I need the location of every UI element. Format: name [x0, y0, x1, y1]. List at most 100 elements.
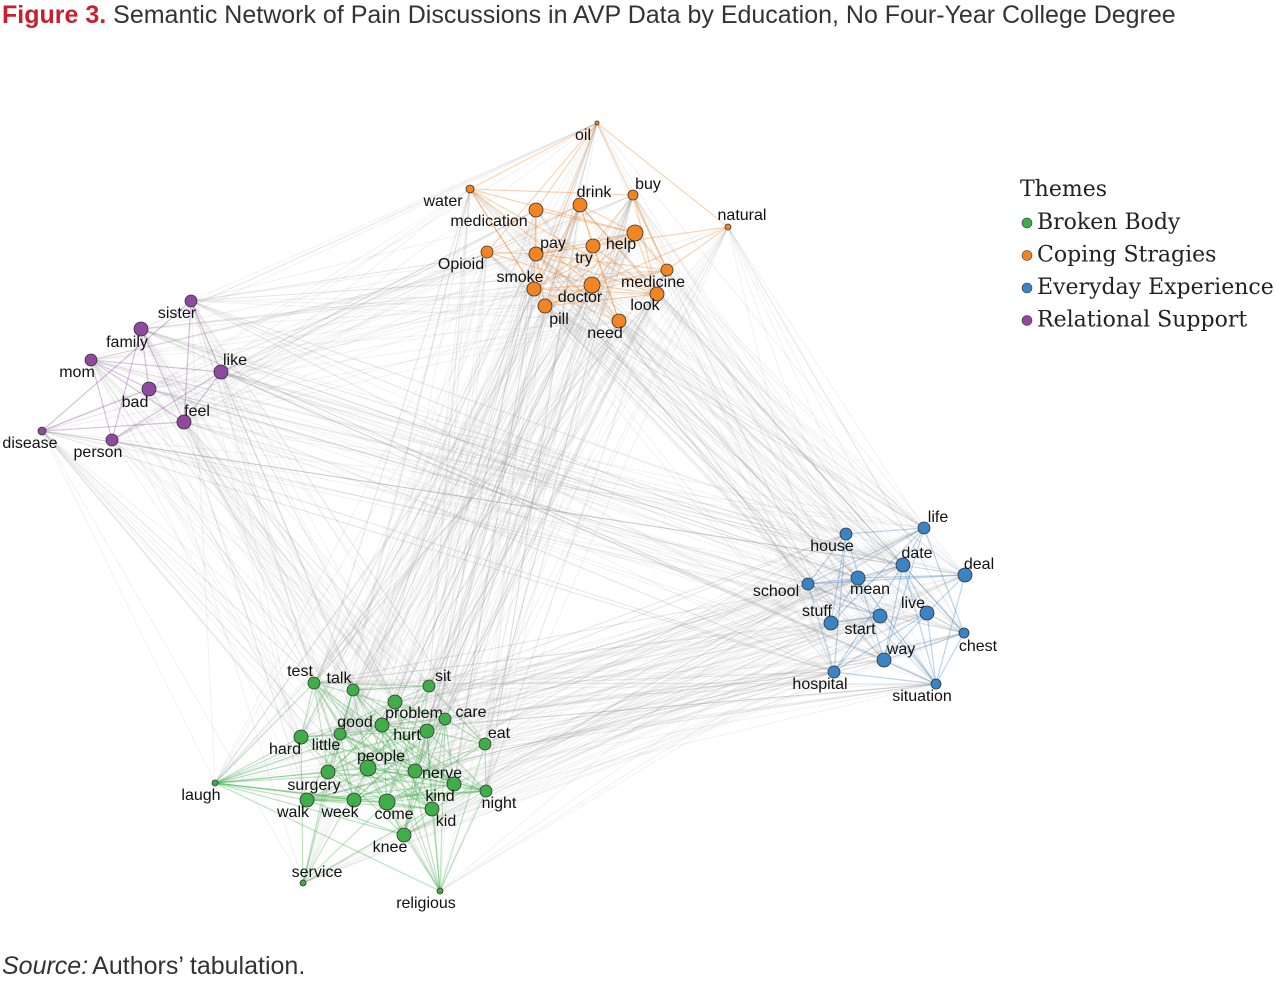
edge	[190, 300, 308, 801]
edge	[618, 320, 904, 566]
edge	[857, 564, 904, 579]
edge	[90, 359, 354, 691]
edge	[148, 388, 966, 576]
edge	[431, 808, 441, 892]
edge	[381, 724, 388, 803]
edge	[403, 718, 446, 836]
edge	[386, 622, 832, 803]
edge	[111, 251, 488, 441]
edge	[313, 682, 433, 810]
edge	[190, 300, 620, 322]
node	[895, 557, 911, 573]
edge	[148, 388, 809, 585]
node-label: natural	[718, 207, 767, 224]
edge	[220, 371, 315, 684]
node	[572, 197, 588, 213]
edge	[306, 251, 488, 801]
node	[374, 717, 390, 733]
edge	[148, 388, 428, 732]
legend-dot	[1021, 282, 1033, 294]
edge	[935, 632, 965, 685]
edge	[140, 328, 885, 661]
edge	[535, 253, 809, 585]
node-label: smoke	[496, 269, 543, 286]
edge	[544, 305, 904, 566]
edge	[327, 730, 428, 773]
edge	[883, 659, 937, 685]
edge	[544, 305, 937, 685]
edge	[313, 232, 636, 684]
edge	[544, 305, 925, 529]
node	[419, 723, 435, 739]
edge	[381, 574, 966, 726]
edge	[183, 293, 658, 423]
edge	[381, 583, 809, 726]
edge	[140, 328, 904, 566]
edge	[214, 782, 441, 892]
edge	[591, 284, 925, 529]
edge	[656, 293, 928, 614]
edge	[183, 288, 535, 423]
edge	[220, 371, 859, 579]
edge	[313, 253, 537, 684]
edge	[190, 300, 966, 576]
edge	[535, 232, 636, 255]
edge	[381, 320, 620, 726]
edge	[90, 359, 904, 566]
edge	[140, 122, 598, 330]
edge	[469, 188, 593, 286]
edge	[386, 801, 441, 892]
edge	[444, 564, 904, 720]
node	[299, 879, 307, 887]
edge	[302, 689, 354, 884]
edge	[902, 564, 965, 634]
edge	[883, 527, 925, 661]
edge	[444, 226, 729, 720]
edge	[428, 269, 668, 687]
edge	[414, 533, 847, 772]
edge	[111, 439, 446, 720]
node	[446, 776, 462, 792]
edge	[533, 204, 581, 290]
edge	[339, 194, 634, 735]
edge	[381, 724, 433, 810]
edge	[302, 284, 593, 884]
edge	[313, 682, 937, 685]
edge	[453, 284, 593, 785]
edge	[469, 188, 928, 614]
edge	[220, 371, 937, 685]
edge	[833, 615, 881, 673]
edge	[140, 328, 396, 703]
edge	[666, 269, 966, 576]
node-label: date	[901, 545, 932, 562]
edge	[302, 305, 546, 884]
edge	[339, 284, 593, 735]
edge	[830, 577, 859, 624]
edge	[533, 245, 594, 290]
edge	[41, 430, 904, 566]
edge	[923, 527, 965, 634]
edge	[339, 615, 881, 735]
edge	[214, 293, 658, 784]
edge	[214, 612, 928, 784]
edge	[313, 622, 832, 684]
edge	[403, 834, 441, 892]
edge	[220, 371, 486, 745]
edge	[140, 328, 904, 566]
source-text: Authors’ tabulation.	[92, 952, 306, 980]
edge	[148, 388, 832, 624]
edge	[353, 574, 966, 801]
edge	[90, 359, 329, 773]
edge	[469, 188, 925, 529]
edge	[596, 122, 729, 228]
edge	[183, 421, 847, 535]
edge	[403, 574, 966, 836]
edge	[220, 371, 847, 535]
edge	[394, 574, 966, 703]
node	[84, 353, 98, 367]
edge	[41, 430, 928, 614]
edge	[431, 194, 634, 810]
edge	[431, 612, 928, 810]
edge	[90, 293, 658, 361]
